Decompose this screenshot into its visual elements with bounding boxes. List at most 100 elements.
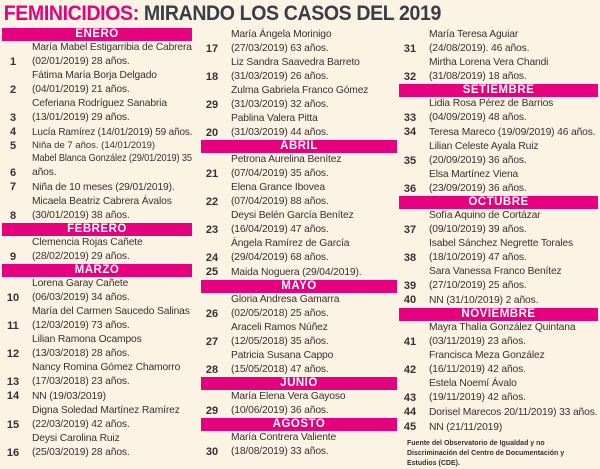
case-entry: 31 María Teresa Aguiar (24/08/2019). 46 añ…: [399, 28, 598, 56]
case-entry: 16 Deysi Carolina Ruiz (25/03/2019) 28 año…: [2, 432, 192, 460]
case-date: (18/10/2019) 47 años.: [429, 252, 527, 263]
case-date: (16/11/2019) 42 años.: [429, 364, 526, 375]
case-date: (25/03/2019) 28 años.: [32, 447, 130, 458]
case-name: María Teresa Aguiar: [429, 29, 519, 40]
case-entry: 39 Sara Vanessa Franco Benítez (27/10/2019…: [399, 265, 598, 293]
case-date: (31/03/2019) 26 años.: [231, 71, 329, 82]
case-entry: 22 Elena Grance Ibovea (07/04/2019) 88 año…: [201, 181, 397, 209]
month-header: OCTUBRE: [399, 196, 598, 209]
case-name: Liz Sandra Saavedra Barreto: [231, 57, 360, 68]
case-number: 13: [6, 376, 20, 388]
case-name: Sofía Aquino de Cortázar: [429, 210, 541, 221]
case-number: 30: [205, 446, 219, 458]
case-number: 45: [403, 421, 417, 433]
case-date: (09/10/2019) 39 años.: [429, 224, 527, 235]
column-2: 17 María Ángela Morinigo (27/03/2019) 63 a…: [201, 28, 397, 459]
case-date: (16/04/2019) 47 años.: [231, 224, 329, 235]
case-name: Nancy Romina Gómez Chamorro: [32, 362, 181, 373]
case-number: 11: [7, 320, 19, 332]
case-number: 29: [205, 405, 219, 417]
case-name: Elena Grance Ibovea: [231, 182, 325, 193]
case-entry: 29 María Elena Vera Gayoso (10/06/2019) 36…: [201, 390, 397, 418]
month-header: MARZO: [2, 264, 192, 277]
case-name: Mayra Thalía González Quintana: [429, 322, 576, 333]
case-name: Teresa Mareco (19/09/2019) 46 años.: [429, 127, 596, 138]
case-date: (13/03/2018) 28 años.: [32, 348, 130, 359]
month-header: AGOSTO: [201, 418, 397, 431]
case-entry: 17 María Ángela Morinigo (27/03/2019) 63 a…: [201, 28, 397, 56]
month-header: MAYO: [201, 280, 397, 293]
case-entry: 45 NN (21/11/2019): [399, 420, 598, 435]
case-number: 31: [403, 43, 417, 55]
case-name: María Elena Vera Gayoso: [231, 391, 346, 402]
case-number: 41: [403, 336, 417, 348]
case-entry: 21 Petrona Aurelina Benítez (07/04/2019) 3…: [201, 153, 397, 181]
month-header: NOVIEMBRE: [399, 308, 598, 321]
case-date: (23/09/2019) 36 años.: [429, 183, 527, 194]
case-number: 42: [403, 364, 417, 376]
case-name: Mirtha Lorena Vera Chandi: [429, 57, 549, 68]
case-date: (27/10/2019) 25 años.: [429, 280, 527, 291]
case-date: (29/04/2019) 68 años.: [231, 252, 329, 263]
case-name: Sara Vanessa Franco Benítez: [429, 266, 562, 277]
case-name: Pablina Valera Pitta: [231, 113, 318, 124]
case-number: 15: [6, 419, 20, 431]
case-number: 25: [205, 266, 219, 278]
case-name: Lilian Celeste Ayala Ruiz: [429, 141, 539, 152]
case-number: 43: [403, 392, 417, 404]
case-name: Elsa Martínez Viena: [429, 169, 519, 180]
title-part2: MIRANDO LOS CASOS DEL 2019: [143, 2, 441, 25]
case-name: Francisca Meza González: [429, 350, 545, 361]
case-name: María del Carmen Saucedo Salinas: [32, 306, 190, 317]
case-entry: 36 Elsa Martínez Viena (23/09/2019) 36 año…: [399, 168, 598, 196]
case-name: NN (31/10/2019) 2 años.: [429, 295, 539, 306]
case-name: Deysi Carolina Ruiz: [32, 433, 120, 444]
case-number: 24: [205, 252, 219, 264]
case-number: 4: [9, 126, 17, 138]
case-entry: 42 Francisca Meza González (16/11/2019) 42…: [399, 349, 598, 377]
case-number: 22: [205, 196, 219, 208]
case-entry: 6 Mabel Blanca González (29/01/2019) 35 añ…: [2, 152, 192, 180]
case-name: Niña de 7 años. (14/01/2019): [32, 140, 156, 151]
case-entry: 34 Teresa Mareco (19/09/2019) 46 años.: [399, 125, 598, 140]
case-number: 3: [9, 112, 17, 124]
case-number: 33: [403, 112, 417, 124]
case-date: (18/08/2019) 33 años.: [231, 446, 329, 457]
case-date: (07/04/2019) 88 años.: [231, 196, 329, 207]
case-entry: 30 María Contrera Valiente (18/08/2019) 33…: [201, 431, 397, 459]
case-number: 17: [205, 43, 219, 55]
case-date: (02/01/2019) 28 años.: [32, 56, 130, 67]
case-number: 6: [9, 167, 17, 179]
case-name: Fátima María Borja Delgado: [32, 70, 157, 81]
case-entry: 8 Micaela Beatriz Cabrera Ávalos (30/01/20…: [2, 195, 192, 223]
case-name: Lidia Rosa Pérez de Barrios: [429, 98, 554, 109]
case-number: 39: [403, 280, 417, 292]
case-date: años.: [32, 167, 57, 178]
case-entry: 10 Lorena Garay Cañete (06/03/2019) 34 año…: [2, 277, 192, 305]
case-name: María Mabel Estigarribia de Cabrera: [32, 42, 192, 53]
case-number: 28: [205, 364, 219, 376]
case-name: Isabel Sánchez Negrette Torales: [429, 238, 573, 249]
case-number: 32: [403, 71, 417, 83]
case-name: Ángela Ramírez de García: [231, 238, 350, 249]
column-3: 31 María Teresa Aguiar (24/08/2019). 46 añ…: [399, 28, 598, 469]
case-date: (22/03/2019) 42 años.: [32, 419, 130, 430]
case-number: 5: [9, 140, 17, 152]
case-number: 10: [6, 292, 20, 304]
column-1: ENERO 1 María Mabel Estigarribia de Cabrer…: [2, 28, 193, 460]
case-date: (02/05/2018) 25 años.: [231, 308, 329, 319]
case-date: (27/03/2019) 63 años.: [231, 43, 329, 54]
case-entry: 38 Isabel Sánchez Negrette Torales (18/10/…: [399, 237, 598, 265]
case-name: NN (19/03/2019): [32, 391, 106, 402]
case-name: Zulma Gabriela Franco Gómez: [231, 85, 369, 96]
case-name: Deysi Belén García Benítez: [231, 210, 354, 221]
case-number: 16: [6, 447, 20, 459]
case-entry: 7 Niña de 10 meses (29/01/2019).: [2, 180, 192, 195]
case-number: 14: [6, 390, 20, 402]
case-entry: 26 Gloria Andresa Gamarra (02/05/2018) 25 …: [201, 293, 397, 321]
case-name: Estela Noemí Ávalo: [429, 378, 517, 389]
case-date: (04/01/2019) 21 años.: [32, 84, 130, 95]
case-number: 38: [403, 252, 417, 264]
case-entry: 12 Lilian Ramona Ocampos (13/03/2018) 28 a…: [2, 333, 192, 361]
case-entry: 27 Araceli Ramos Núñez (12/05/2018) 35 año…: [201, 321, 397, 349]
